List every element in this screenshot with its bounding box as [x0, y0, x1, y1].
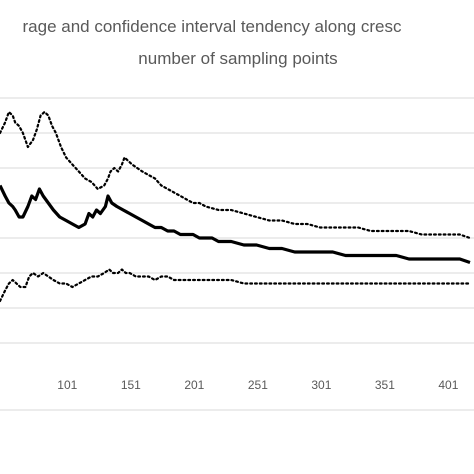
chart-title-line1: rage and confidence interval tendency al…: [23, 17, 402, 36]
x-tick-label: 201: [184, 378, 204, 392]
lower-bound-line: [0, 268, 472, 303]
x-tick-label: 151: [121, 378, 141, 392]
upper-bound-line: [0, 110, 472, 240]
average-line: [0, 184, 471, 265]
x-tick-label: 301: [311, 378, 331, 392]
series-group: [0, 110, 472, 303]
chart-title-line2: number of sampling points: [138, 49, 337, 68]
x-tick-label: 101: [57, 378, 77, 392]
gridlines: [0, 97, 474, 411]
x-tick-label: 401: [438, 378, 458, 392]
x-tick-label: 351: [375, 378, 395, 392]
x-tick-label: 251: [248, 378, 268, 392]
x-tick-labels: 101 151 201 251 301 351 401: [57, 378, 458, 392]
